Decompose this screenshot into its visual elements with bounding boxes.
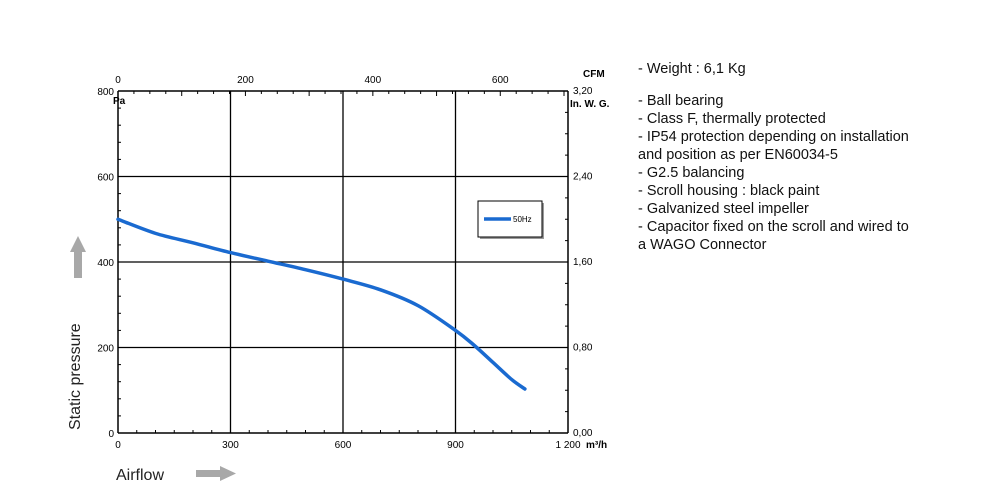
spec-line: - IP54 protection depending on installat…: [638, 129, 909, 145]
right-unit-label: In. W. G.: [570, 99, 610, 110]
x-unit-label: m³/h: [586, 440, 607, 451]
spec-weight: - Weight : 6,1 Kg: [638, 61, 746, 77]
spec-line: - Ball bearing: [638, 93, 724, 109]
right-arrow-icon: [196, 466, 236, 481]
x-tick-label: 600: [335, 440, 352, 451]
top-tick-label: 0: [115, 75, 121, 86]
x-tick-label: 900: [447, 440, 464, 451]
x-tick-label: 300: [222, 440, 239, 451]
spec-line: - Class F, thermally protected: [638, 111, 826, 127]
specifications: - Weight : 6,1 Kg - Ball bearing - Class…: [638, 60, 968, 254]
y-unit-label: Pa: [113, 96, 126, 107]
y-axis-title: Static pressure: [67, 323, 84, 430]
grid: [118, 91, 568, 433]
spec-line: - Capacitor fixed on the scroll and wire…: [638, 219, 909, 235]
y-tick-label: 800: [97, 87, 114, 98]
top-tick-label: 600: [492, 75, 509, 86]
x-tick-label: 1 200: [555, 440, 580, 451]
up-arrow-icon: [70, 236, 86, 278]
top-tick-label: 400: [365, 75, 382, 86]
y-tick-label: 0: [108, 429, 114, 440]
spec-spacer: [638, 78, 968, 92]
legend: 50Hz: [477, 200, 544, 239]
right-tick-label: 0,80: [573, 343, 593, 354]
x-axis-title: Airflow: [116, 467, 164, 484]
series: [116, 217, 527, 391]
spec-line: - G2.5 balancing: [638, 165, 745, 181]
spec-line: a WAGO Connector: [638, 237, 767, 253]
y-tick-label: 200: [97, 344, 114, 355]
right-tick-label: 2,40: [573, 172, 593, 183]
top-tick-label: 200: [237, 75, 254, 86]
series-line-50Hz: [116, 217, 527, 391]
legend-label: 50Hz: [513, 215, 532, 224]
y-tick-label: 600: [97, 173, 114, 184]
spec-line: - Galvanized steel impeller: [638, 201, 809, 217]
right-tick-label: 0,00: [573, 428, 593, 439]
spec-line: and position as per EN60034-5: [638, 147, 838, 163]
top-unit-label: CFM: [583, 69, 605, 80]
axes: [117, 90, 569, 434]
y-tick-label: 400: [97, 258, 114, 269]
right-tick-label: 1,60: [573, 257, 593, 268]
spec-line: - Scroll housing : black paint: [638, 183, 820, 199]
x-tick-label: 0: [115, 440, 121, 451]
right-tick-label: 3,20: [573, 86, 593, 97]
